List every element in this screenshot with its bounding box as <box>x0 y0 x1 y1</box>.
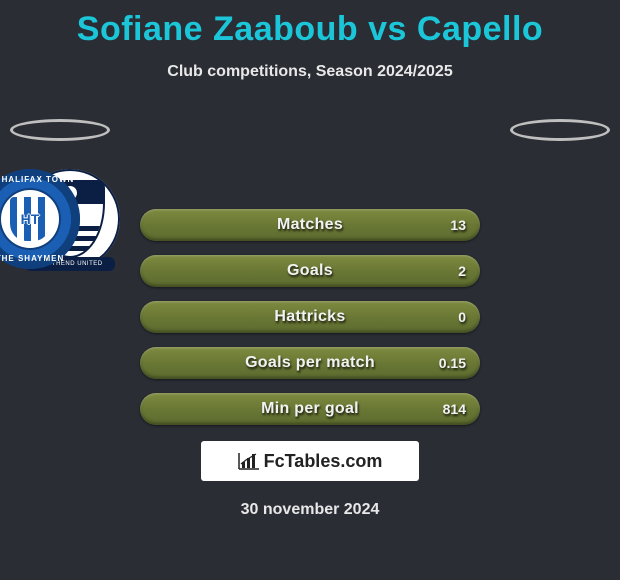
brand-label: FcTables.com <box>264 451 383 472</box>
stat-label: Goals per match <box>245 354 375 372</box>
stat-label: Matches <box>277 216 343 234</box>
stat-row: Goals 2 <box>140 255 480 287</box>
stat-label: Min per goal <box>261 400 359 418</box>
page-title: Sofiane Zaaboub vs Capello <box>0 0 620 49</box>
stat-row: Matches 13 <box>140 209 480 241</box>
team-right-ring-bot: THE SHAYMEN <box>0 254 80 263</box>
date-label: 30 november 2024 <box>0 501 620 519</box>
stat-row: Min per goal 814 <box>140 393 480 425</box>
team-right-ring-top: FC HALIFAX TOWN <box>0 175 80 184</box>
stat-row: Goals per match 0.15 <box>140 347 480 379</box>
brand-box[interactable]: FcTables.com <box>201 441 419 481</box>
bar-chart-icon <box>238 452 260 470</box>
left-ellipse-decoration <box>10 119 110 141</box>
stat-value: 2 <box>458 263 466 279</box>
stat-value: 814 <box>443 401 466 417</box>
right-ellipse-decoration <box>510 119 610 141</box>
team-right-logo: FC HALIFAX TOWN THE SHAYMEN HT <box>0 169 80 269</box>
stat-value: 0.15 <box>439 355 466 371</box>
stat-label: Goals <box>287 262 333 280</box>
stat-label: Hattricks <box>274 308 345 326</box>
comparison-panel: SOUTHEND UNITED FC HALIFAX TOWN THE SHAY… <box>0 109 620 519</box>
stat-rows: Matches 13 Goals 2 Hattricks 0 Goals per… <box>140 209 480 425</box>
stat-value: 0 <box>458 309 466 325</box>
team-right-monogram: HT <box>10 197 50 241</box>
subtitle: Club competitions, Season 2024/2025 <box>0 63 620 81</box>
stat-value: 13 <box>450 217 466 233</box>
stat-row: Hattricks 0 <box>140 301 480 333</box>
